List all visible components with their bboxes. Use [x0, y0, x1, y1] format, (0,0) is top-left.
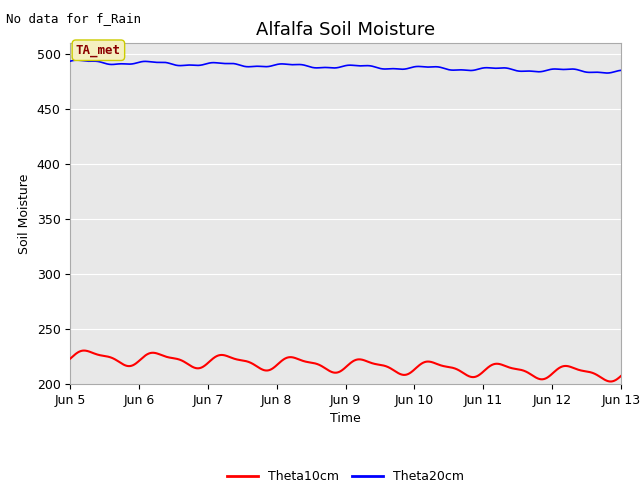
Text: No data for f_Rain: No data for f_Rain	[6, 12, 141, 25]
Text: TA_met: TA_met	[76, 44, 121, 57]
X-axis label: Time: Time	[330, 412, 361, 425]
Y-axis label: Soil Moisture: Soil Moisture	[18, 173, 31, 254]
Legend: Theta10cm, Theta20cm: Theta10cm, Theta20cm	[222, 465, 469, 480]
Title: Alfalfa Soil Moisture: Alfalfa Soil Moisture	[256, 21, 435, 39]
